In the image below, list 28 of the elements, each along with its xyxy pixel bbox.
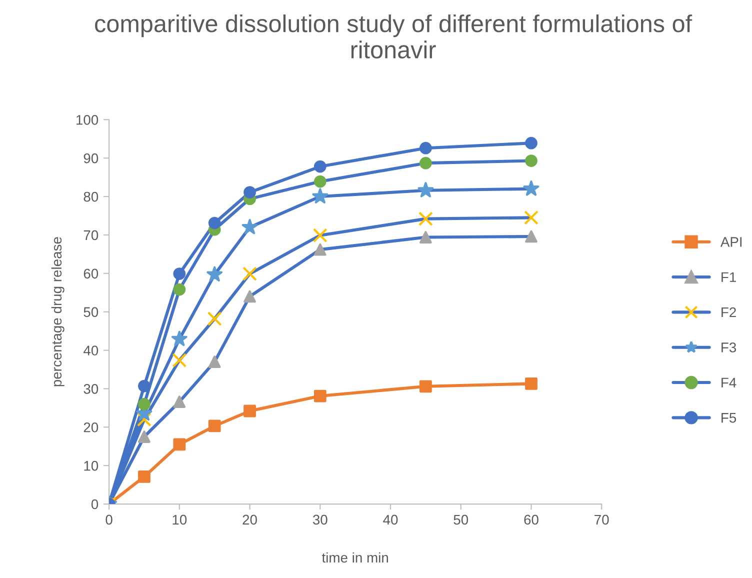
x-tick-label: 10 bbox=[172, 514, 187, 525]
legend-label: API bbox=[720, 237, 742, 247]
x-tick-label: 70 bbox=[594, 514, 609, 525]
x-tick-label: 50 bbox=[454, 514, 468, 525]
y-tick-label: 60 bbox=[84, 268, 98, 279]
legend-label: F1 bbox=[722, 272, 736, 282]
y-tick-label: 40 bbox=[83, 346, 98, 356]
chart-title: comparitive dissolution study of different formulations of ritonavir bbox=[95, 14, 692, 58]
y-tick-label: 20 bbox=[84, 422, 98, 432]
legend-label: F5 bbox=[722, 413, 736, 423]
y-tick-label: 70 bbox=[84, 230, 98, 240]
y-tick-label: 100 bbox=[76, 114, 98, 125]
y-tick-label: 80 bbox=[84, 192, 98, 202]
x-tick-label: 0 bbox=[106, 514, 112, 525]
x-tick-label: 30 bbox=[312, 514, 328, 525]
y-tick-label: 0 bbox=[91, 499, 98, 510]
legend-label: F2 bbox=[722, 307, 736, 318]
y-tick-label: 90 bbox=[84, 153, 98, 164]
y-tick-label: 10 bbox=[84, 460, 98, 471]
legend-label: F4 bbox=[722, 378, 736, 388]
legend-label: F3 bbox=[722, 342, 736, 352]
y-tick-label: 30 bbox=[84, 384, 98, 394]
x-tick-label: 20 bbox=[242, 514, 257, 525]
y-tick-label: 50 bbox=[84, 307, 98, 317]
x-tick-label: 40 bbox=[383, 514, 398, 525]
y-axis-title: percentage drug release bbox=[51, 237, 64, 386]
x-tick-label: 60 bbox=[524, 514, 538, 525]
x-axis-title: time in min bbox=[322, 552, 388, 563]
